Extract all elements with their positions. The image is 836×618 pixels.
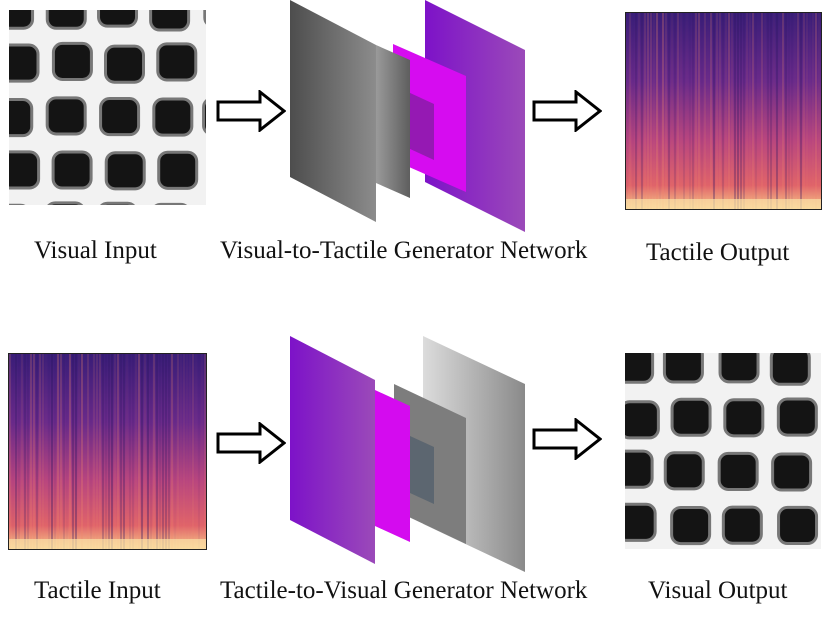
visual-to-tactile-network-icon — [290, 0, 525, 232]
grid-texture — [9, 10, 206, 205]
visual-to-tactile-network-label: Visual-to-Tactile Generator Network — [220, 237, 588, 264]
tactile-input-label: Tactile Input — [34, 577, 161, 604]
tactile-output-spectrogram — [625, 12, 822, 210]
visual-output-label: Visual Output — [648, 577, 788, 604]
tactile-to-visual-network-label: Tactile-to-Visual Generator Network — [220, 577, 588, 604]
tactile-output-label: Tactile Output — [646, 239, 790, 266]
visual-input-image — [9, 10, 206, 205]
tactile-to-visual-network-icon — [290, 336, 525, 572]
visual-output-image — [625, 353, 821, 549]
spectrogram — [626, 13, 821, 209]
right-arrow-icon — [216, 90, 286, 132]
grid-texture — [625, 353, 821, 549]
spectrogram — [9, 354, 206, 549]
right-arrow-icon — [532, 90, 602, 132]
right-arrow-icon — [216, 422, 286, 464]
right-arrow-icon — [532, 418, 602, 460]
visual-input-label: Visual Input — [34, 237, 157, 264]
tactile-input-spectrogram — [8, 353, 207, 550]
